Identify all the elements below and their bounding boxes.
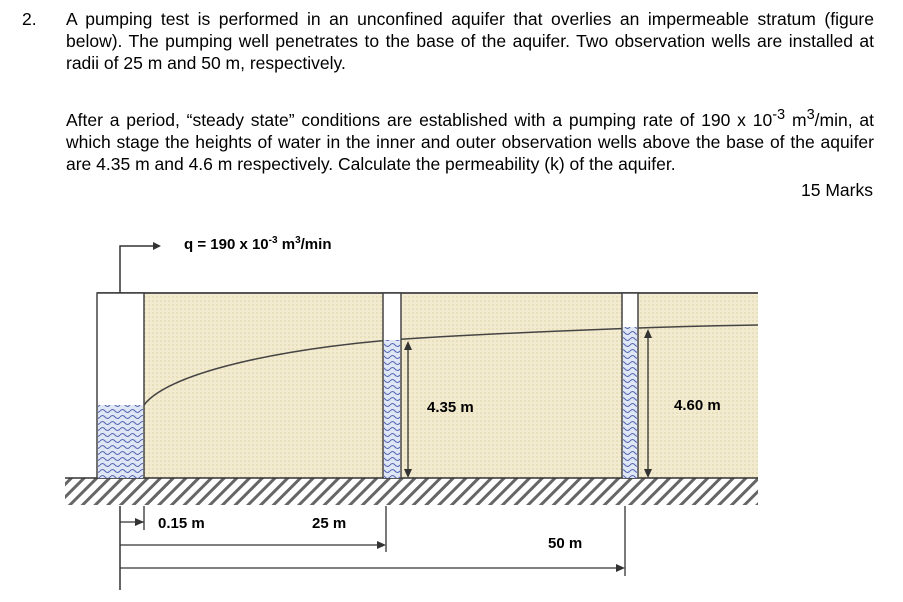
h2-label: 4.60 m: [674, 397, 721, 414]
r1-label: 25 m: [312, 515, 346, 532]
flow-rate-text: q = 190 x 10: [184, 236, 269, 253]
paragraph-2-text-c: /min, at which stage the heights of wate…: [66, 109, 874, 174]
h1-label: 4.35 m: [427, 399, 474, 416]
question-paragraph-1: A pumping test is performed in an unconf…: [66, 9, 874, 73]
h2-arrow-up: [644, 329, 652, 338]
aquifer-soil: [97, 293, 758, 478]
marks-label: 15 Marks: [801, 180, 873, 200]
r0-arrowhead: [135, 518, 144, 526]
r2-arrowhead: [616, 564, 625, 572]
paragraph-2-text-b: m: [791, 109, 807, 130]
discharge-pipe: [119, 245, 153, 293]
flow-rate-unit: m: [278, 236, 296, 253]
flow-rate-label: q = 190 x 10-3 m3/min: [184, 235, 331, 253]
flow-rate-unit-exponent: 3: [295, 235, 301, 246]
h1-arrow-up: [404, 341, 412, 350]
discharge-arrowhead: [153, 242, 161, 250]
impermeable-stratum: [65, 478, 758, 505]
observation-well-1-water: [384, 340, 400, 478]
question-paragraph-2: After a period, “steady state” condition…: [66, 104, 874, 175]
flow-rate-exponent: -3: [269, 235, 278, 246]
paragraph-2-exponent: -3: [772, 107, 786, 123]
r0-label: 0.15 m: [158, 515, 205, 532]
flow-rate-tail: /min: [301, 236, 332, 253]
pumping-well-water: [98, 405, 143, 478]
h1-arrow-down: [404, 469, 412, 478]
paragraph-2-unit-exponent: 3: [806, 107, 815, 123]
r1-arrowhead: [377, 541, 386, 549]
observation-well-2-water: [623, 327, 637, 478]
h2-arrow-down: [644, 469, 652, 478]
question-number: 2.: [22, 9, 37, 29]
drawdown-curve: [143, 324, 759, 406]
paragraph-2-text-a: After a period, “steady state” condition…: [66, 109, 773, 130]
r2-label: 50 m: [548, 535, 582, 552]
